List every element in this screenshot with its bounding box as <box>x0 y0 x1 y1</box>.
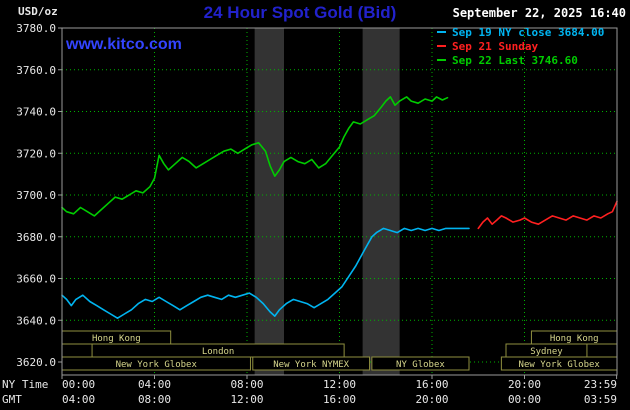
x-axis-label-ny: 23:59 <box>584 378 617 391</box>
y-axis-label: 3640.0 <box>16 314 56 327</box>
y-axis-label: 3740.0 <box>16 106 56 119</box>
y-axis-label: 3680.0 <box>16 231 56 244</box>
market-session-label: Hong Kong <box>550 334 599 344</box>
market-session-label: NY Globex <box>396 360 445 370</box>
market-session-label: London <box>202 347 235 357</box>
y-axis-label: 3760.0 <box>16 64 56 77</box>
x-axis-label-gmt: 20:00 <box>415 393 448 406</box>
price-series <box>61 227 470 320</box>
y-axis-label: 3780.0 <box>16 22 56 35</box>
y-axis-label: 3700.0 <box>16 189 56 202</box>
price-unit-label: USD/oz <box>18 5 58 18</box>
market-session-label: Sydney <box>530 347 563 357</box>
legend: Sep 19 NY close 3684.00 Sep 21 Sunday Sep … <box>437 25 604 67</box>
legend-label: Sep 22 Last 3746.60 <box>452 53 578 67</box>
gmt-row-label: GMT <box>2 393 22 406</box>
legend-item: Sep 19 NY close 3684.00 <box>437 25 604 39</box>
y-axis-label: 3720.0 <box>16 147 56 160</box>
price-series <box>61 96 449 217</box>
kitco-watermark-link[interactable]: www.kitco.com <box>66 36 182 53</box>
ny-time-row-label: NY Time <box>2 378 48 391</box>
x-axis-label-ny: 12:00 <box>323 378 356 391</box>
x-axis-label-gmt: 03:59 <box>584 393 617 406</box>
x-axis-label-gmt: 04:00 <box>62 393 95 406</box>
chart-title: 24 Hour Spot Gold (Bid) <box>203 3 397 22</box>
legend-item: Sep 21 Sunday <box>437 39 604 53</box>
y-axis-label: 3660.0 <box>16 273 56 286</box>
market-session-box <box>252 356 371 371</box>
market-session-label: New York NYMEX <box>273 360 349 370</box>
x-axis-label-ny: 00:00 <box>62 378 95 391</box>
session-highlight-band <box>362 28 400 375</box>
y-axis-label: 3620.0 <box>16 356 56 369</box>
legend-item: Sep 22 Last 3746.60 <box>437 53 604 67</box>
legend-label: Sep 19 NY close 3684.00 <box>452 25 605 39</box>
x-axis-label-gmt: 00:00 <box>508 393 541 406</box>
market-session-box <box>371 356 470 371</box>
x-axis-label-ny: 04:00 <box>138 378 171 391</box>
x-axis-label-ny: 20:00 <box>508 378 541 391</box>
market-session-label: Hong Kong <box>92 334 141 344</box>
chart-datetime: September 22, 2025 16:40 <box>452 6 626 20</box>
x-axis-label-gmt: 12:00 <box>230 393 263 406</box>
market-session-label: New York Globex <box>519 360 601 370</box>
legend-label: Sep 21 Sunday <box>452 39 539 53</box>
x-axis-label-gmt: 16:00 <box>323 393 356 406</box>
x-axis-label-ny: 08:00 <box>230 378 263 391</box>
price-series <box>477 200 618 230</box>
legend-line-marker <box>437 31 446 33</box>
market-session-label: New York Globex <box>116 360 198 370</box>
legend-line-marker <box>437 45 446 47</box>
x-axis-label-gmt: 08:00 <box>138 393 171 406</box>
x-axis-label-ny: 16:00 <box>415 378 448 391</box>
legend-line-marker <box>437 59 446 61</box>
session-highlight-band <box>254 28 284 375</box>
